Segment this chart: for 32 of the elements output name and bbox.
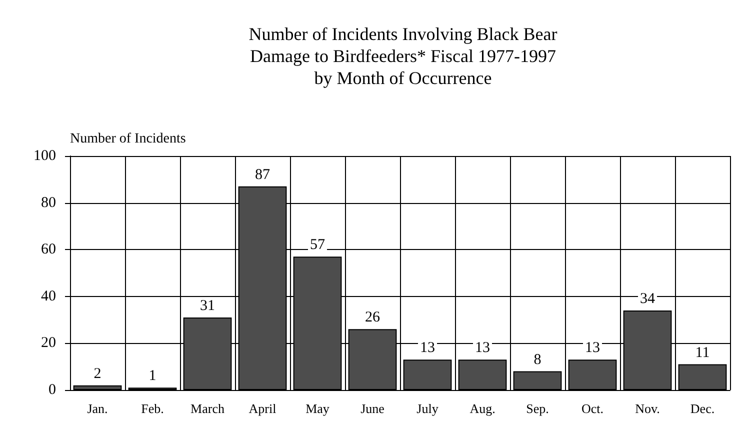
data-label: 34	[640, 290, 656, 307]
x-tick-label: Dec.	[690, 401, 715, 416]
data-label: 26	[365, 310, 380, 326]
x-tick-label: Feb.	[141, 401, 164, 416]
y-tick-label: 100	[34, 148, 56, 164]
x-tick-label: Nov.	[635, 401, 660, 416]
y-tick-label: 0	[48, 382, 56, 398]
y-tick-label: 60	[41, 242, 56, 258]
data-label: 13	[420, 340, 435, 356]
data-label: 13	[585, 340, 600, 356]
y-tick-label: 20	[41, 335, 56, 352]
x-tick-label: Sep.	[526, 401, 549, 416]
data-label: 2	[94, 366, 102, 382]
data-label: 13	[475, 340, 490, 356]
y-tick-label: 80	[41, 194, 56, 211]
y-tick-label: 40	[41, 288, 56, 304]
data-label: 57	[310, 237, 326, 254]
data-label: 31	[200, 298, 215, 314]
data-label: 8	[534, 352, 542, 368]
x-tick-label: May	[306, 401, 330, 416]
data-label: 11	[695, 344, 710, 361]
data-label: 87	[255, 166, 270, 183]
x-tick-label: March	[190, 401, 225, 416]
x-tick-label: Jan.	[87, 401, 108, 416]
y-axis-title: Number of Incidents	[70, 132, 186, 146]
data-label: 1	[148, 368, 156, 384]
x-tick-label: Aug.	[470, 401, 496, 416]
x-tick-label: July	[416, 401, 439, 416]
x-tick-label: Oct.	[581, 401, 604, 416]
x-tick-label: June	[360, 401, 385, 416]
chart-title: Number of Incidents Involving Black Bear Damage to Birdfeeders* Fiscal 1977-1997 by Month of Occurrence	[248, 24, 558, 88]
x-tick-label: April	[248, 401, 277, 416]
